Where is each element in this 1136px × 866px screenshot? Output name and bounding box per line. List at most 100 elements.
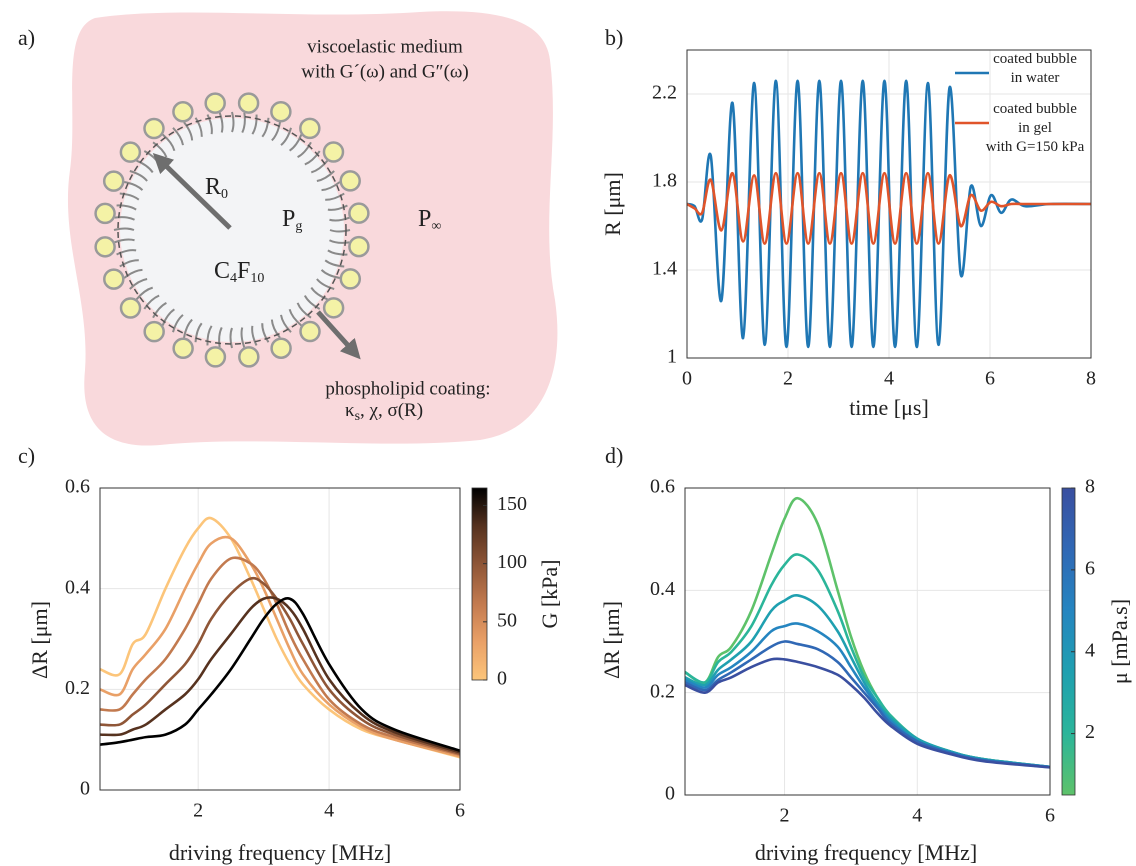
lipid-tail — [218, 112, 224, 133]
symbol: R — [205, 174, 221, 200]
lipid-tail — [116, 204, 137, 211]
x-tick-label: 4 — [884, 368, 894, 390]
lipid-tail — [304, 150, 321, 166]
x-axis-label: time [μs] — [849, 395, 929, 420]
lipid-tail — [119, 192, 140, 201]
chart-panel: 2 4 6 0 0.2 0.4 0.6 d) driving frequency [MHz] ΔR… — [599, 443, 1132, 865]
lipid-head — [172, 337, 194, 360]
charts: 0 2 4 6 8 1 1.4 1.8 2.2 b) time [μs] R [μm] coated b… — [18, 25, 1132, 865]
lipid-tail — [218, 327, 223, 348]
lipid-tail — [316, 170, 335, 182]
plot-area — [685, 488, 1050, 795]
lipid-head — [143, 117, 165, 140]
lipid-tail — [321, 181, 341, 192]
data-line — [684, 640, 1051, 769]
medium-label: with G´(ω) and G″(ω) — [301, 61, 468, 82]
colorbar — [471, 487, 488, 681]
colorbar-tick-label: 2 — [1085, 721, 1095, 743]
symbol: , χ, σ(R) — [360, 400, 423, 421]
radius-label: R0 — [205, 174, 228, 203]
lipid-tail — [251, 325, 258, 346]
y-tick-label: 0.4 — [65, 576, 90, 598]
lipid-tail — [329, 229, 351, 233]
lipid-tail — [114, 238, 135, 244]
lipid-tail — [231, 111, 235, 133]
lipid-tail — [327, 249, 348, 256]
lipid-tail — [296, 302, 312, 319]
bubble-core — [120, 118, 344, 342]
colorbar-tick-label: 100 — [497, 551, 527, 573]
lipid-tail — [123, 268, 143, 279]
lipid-tail — [261, 117, 270, 138]
coating-label: phospholipid coating: — [325, 378, 490, 399]
lipid-tail — [206, 114, 213, 135]
lipid-tail — [327, 204, 348, 211]
lipid-head — [322, 297, 345, 319]
y-tick-label: 0.6 — [65, 476, 90, 498]
lipid-tail — [241, 112, 246, 133]
lipid-tail — [329, 239, 350, 244]
lipid-tail — [280, 127, 292, 146]
x-tick-label: 6 — [455, 800, 465, 822]
y-tick-label: 1 — [667, 346, 677, 368]
data-line — [99, 556, 461, 757]
colorbar — [1061, 487, 1076, 796]
lipid-tail — [289, 134, 303, 152]
lipid-head — [237, 92, 260, 114]
symbol: C — [214, 258, 230, 284]
chart-panel: 0 2 4 6 8 1 1.4 1.8 2.2 b) time [μs] R [μm] coated b… — [600, 25, 1096, 420]
data-line — [684, 657, 1051, 769]
chart-panel: 2 4 6 0 0.2 0.4 0.6 c) driving frequency [MHz] ΔR… — [18, 443, 562, 865]
lipid-tail — [136, 159, 154, 173]
axes-frame — [684, 487, 1051, 796]
lipid-layer — [94, 92, 370, 368]
subscript: ∞ — [431, 219, 441, 234]
colorbar-tick-label: 150 — [497, 493, 527, 515]
colorbar-tick-label: 8 — [1085, 476, 1095, 498]
lipid-tail — [129, 278, 148, 290]
coating-params: κs, χ, σ(R) — [345, 400, 423, 424]
lipid-tail — [135, 286, 154, 301]
data-line — [99, 576, 461, 756]
data-line — [686, 171, 1091, 245]
subscript: 4 — [230, 271, 237, 286]
subscript: 10 — [250, 271, 264, 286]
lipid-tail — [303, 295, 321, 310]
lipid-tail — [229, 327, 233, 349]
colorbar-label: G [kPa] — [537, 559, 562, 628]
y-tick-label: 1.4 — [652, 258, 677, 280]
panel-label: b) — [605, 25, 623, 50]
y-tick-label: 2.2 — [652, 82, 677, 104]
lipid-tail — [113, 227, 135, 231]
symbol: F — [237, 258, 250, 284]
lipid-tail — [297, 141, 312, 159]
lipid-tail — [161, 133, 176, 152]
lipid-tail — [194, 322, 203, 343]
y-tick-label: 0.2 — [65, 677, 90, 699]
symbol: P — [282, 206, 295, 232]
x-axis-label: driving frequency [MHz] — [755, 840, 977, 865]
lipid-head — [322, 141, 345, 163]
y-tick-label: 0.4 — [650, 578, 675, 600]
lipid-tail — [270, 319, 281, 339]
lipid-tail — [329, 216, 350, 222]
lipid-head — [348, 235, 370, 258]
data-line — [99, 597, 461, 752]
gas-label: C4F10 — [214, 258, 264, 287]
symbol: κ — [345, 400, 355, 421]
lipid-tail — [310, 287, 328, 301]
medium-label: viscoelastic medium — [307, 36, 463, 57]
lipid-tail — [316, 278, 335, 290]
y-tick-label: 0 — [80, 778, 90, 800]
lipid-head — [204, 92, 226, 114]
lipid-head — [270, 100, 292, 123]
lipid-tail — [261, 323, 270, 343]
lipid-tail — [325, 192, 345, 201]
lipid-tail — [161, 308, 175, 326]
y-axis-label: R [μm] — [600, 172, 625, 236]
legend-label: coated bubble in gel with G=150 kPa — [986, 101, 1085, 155]
lipid-tail — [152, 301, 167, 319]
colorbar-tick-label: 4 — [1085, 639, 1095, 661]
axes-frame — [686, 49, 1092, 359]
